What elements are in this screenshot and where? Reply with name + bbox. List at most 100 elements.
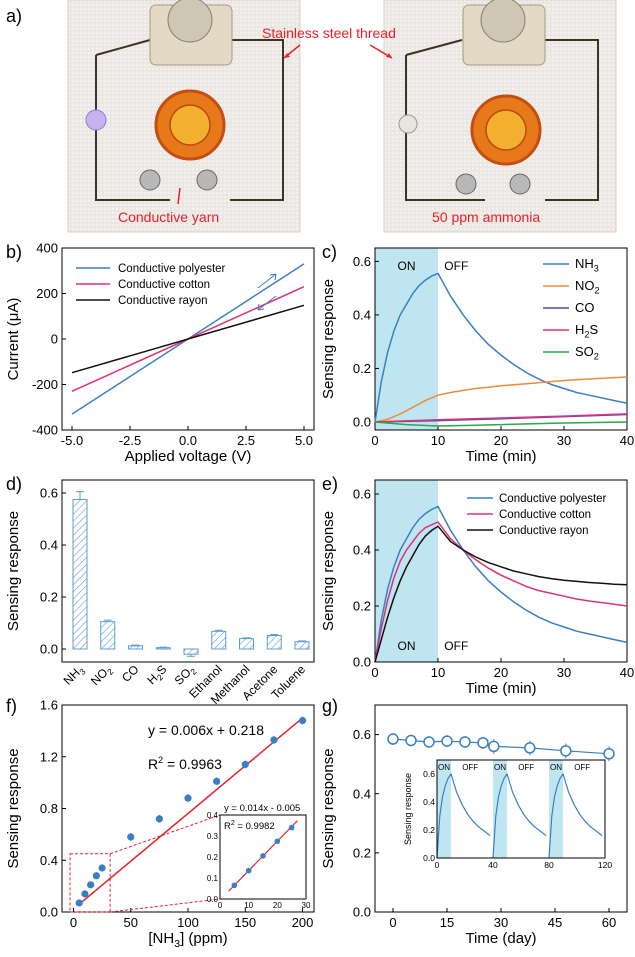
y-tick-label: 1.6 (40, 698, 58, 713)
x-tick-label: 0 (70, 915, 77, 930)
x-tick-label: 2.5 (237, 433, 255, 448)
data-point (241, 760, 249, 769)
inset-data-point (288, 824, 295, 831)
zoom-box (69, 853, 111, 913)
y-tick-label: 0.6 (353, 487, 371, 502)
plot-frame (61, 479, 315, 663)
x-axis-label: Time (min) (465, 680, 536, 697)
on-region (375, 480, 438, 662)
y-tick-label: 0.4 (353, 543, 371, 558)
y-tick-label: 0.4 (353, 786, 371, 801)
y-tick-label: -400 (32, 423, 58, 438)
stainless-label: Stainless steel thread (262, 25, 396, 41)
y-tick-label: 0.2 (40, 590, 58, 605)
data-point (524, 742, 536, 754)
inset-series-line (436, 772, 491, 859)
sweep-arrow-icon (257, 273, 277, 289)
legend-label: SO2 (575, 344, 599, 361)
y-axis-label: Sensing response (320, 748, 337, 868)
series-line (374, 421, 628, 427)
led-off-icon (398, 114, 418, 134)
inset-frame-top (436, 759, 606, 859)
y-tick-label: -200 (32, 377, 58, 392)
legend-label: CO (575, 300, 595, 315)
data-point (603, 748, 615, 760)
bar (211, 630, 227, 650)
legend-label: Conductive cotton (118, 279, 210, 291)
category-label: CO (119, 662, 142, 685)
series-line (374, 376, 628, 423)
inset-on-label: ON (550, 763, 562, 772)
inset-y-tick-label: 0.4 (423, 797, 435, 807)
data-point (477, 737, 489, 749)
series-line (374, 505, 628, 663)
inset-y-tick-label: 0.0 (423, 853, 435, 863)
inset-fit-equation: y = 0.014x - 0.005 (224, 803, 300, 814)
category-label: NO2 (88, 662, 116, 690)
legend-label: NH3 (575, 256, 599, 273)
x-tick-label: 100 (177, 915, 199, 930)
inset-x-tick-label: 10 (244, 901, 253, 910)
y-tick-label: 0.0 (353, 655, 371, 670)
sweep-arrow-icon (257, 295, 277, 311)
y-tick-label: 0.4 (353, 307, 371, 322)
x-tick-label: 60 (602, 915, 616, 930)
legend-label: NO2 (575, 278, 600, 295)
x-tick-label: 15 (440, 915, 454, 930)
data-point (405, 734, 417, 747)
data-point (423, 736, 435, 748)
category-label: NH3 (61, 662, 88, 689)
data-point (184, 794, 192, 802)
inset-off-label: OFF (574, 763, 590, 772)
y-tick-label: 0.6 (40, 486, 58, 501)
x-tick-label: 20 (494, 665, 508, 680)
data-point (98, 864, 106, 872)
x-tick-label: 0.0 (179, 433, 197, 448)
bar (266, 634, 282, 650)
x-tick-label: 45 (548, 915, 562, 930)
y-tick-label: 0.6 (353, 254, 371, 269)
inset-on-label: ON (438, 763, 450, 772)
y-tick-label: 0 (51, 332, 58, 347)
inset-series-line (492, 772, 547, 859)
data-point (127, 833, 135, 841)
y-tick-label: 0.4 (40, 538, 58, 553)
x-tick-label: 150 (234, 915, 256, 930)
inset-fit-r2: R2 = 0.9982 (224, 820, 275, 832)
inset-y-tick-label: 0.3 (207, 832, 219, 841)
ammonia-label: 50 ppm ammonia (432, 209, 540, 225)
data-point (387, 733, 399, 745)
inset-x-tick-label: 40 (488, 860, 498, 870)
arrow-to-yarn (177, 187, 181, 205)
led-lit-icon (85, 109, 107, 131)
snap-button-icon (196, 169, 218, 191)
y-axis-label: Current (μA) (5, 298, 22, 381)
y-tick-label: 0.2 (353, 599, 371, 614)
x-tick-label: 50 (123, 915, 137, 930)
x-tick-label: 20 (494, 433, 508, 448)
data-point (81, 890, 89, 898)
x-tick-label: 10 (431, 433, 445, 448)
bar (155, 647, 171, 650)
panel-label-c: c) (322, 242, 337, 262)
series-line (71, 304, 305, 374)
x-axis-label: Applied voltage (V) (125, 448, 252, 465)
snap-button-icon (509, 173, 531, 195)
y-axis-label: Sensing response (5, 511, 22, 631)
y-tick-label: 0.2 (353, 361, 371, 376)
series-line (374, 272, 628, 423)
snap-button-icon (139, 169, 161, 191)
x-tick-label: 30 (494, 915, 508, 930)
inset-on-label: ON (494, 763, 506, 772)
x-tick-label: 0 (371, 433, 378, 448)
inset-data-point (274, 838, 281, 845)
x-tick-label: 200 (292, 915, 314, 930)
legend-label: Conductive polyester (118, 263, 226, 275)
category-label: H2S (144, 662, 170, 688)
on-label: ON (398, 259, 416, 273)
y-axis-label: Sensing response (5, 748, 22, 868)
x-tick-label: 40 (620, 433, 634, 448)
data-point (92, 872, 100, 880)
